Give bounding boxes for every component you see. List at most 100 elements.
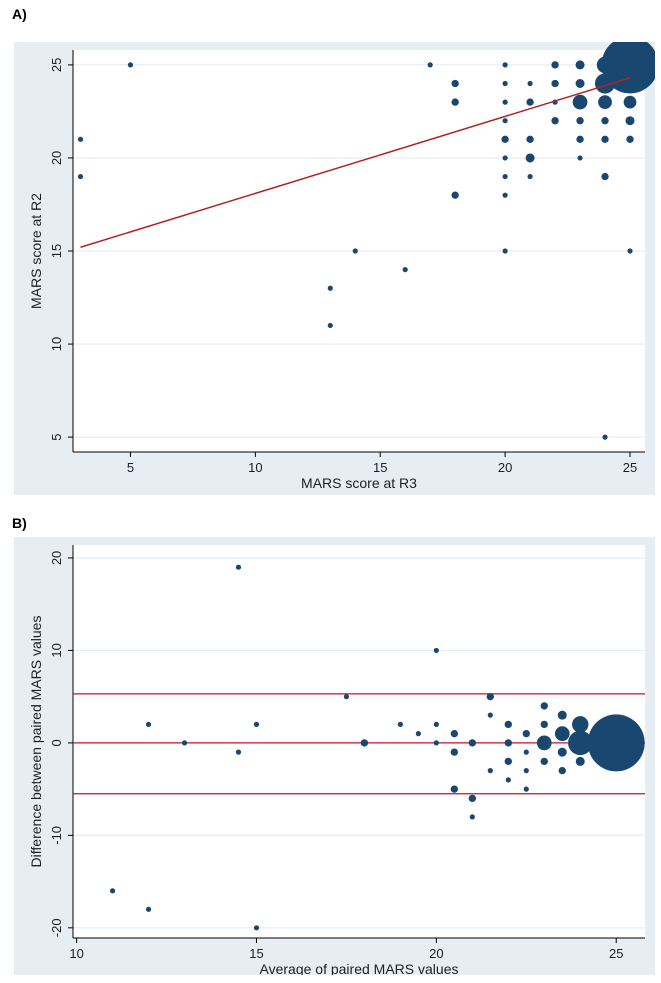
data-point bbox=[360, 739, 369, 747]
data-point bbox=[433, 647, 439, 654]
data-point bbox=[468, 794, 476, 803]
data-point bbox=[397, 721, 403, 727]
y-tick-label: 0 bbox=[49, 739, 64, 746]
data-point bbox=[576, 117, 584, 125]
data-point bbox=[253, 721, 260, 727]
data-point bbox=[598, 95, 612, 109]
data-point bbox=[551, 79, 559, 88]
data-point bbox=[557, 747, 567, 757]
y-tick-label: 20 bbox=[49, 151, 64, 165]
data-point bbox=[352, 248, 358, 254]
x-tick-label: 25 bbox=[623, 460, 637, 475]
data-point bbox=[501, 135, 509, 144]
data-point bbox=[145, 906, 152, 912]
data-point bbox=[523, 749, 529, 755]
data-point bbox=[523, 786, 529, 792]
data-point bbox=[502, 80, 508, 87]
data-point bbox=[487, 712, 493, 718]
y-axis-title: MARS score at R2 bbox=[28, 193, 44, 309]
data-point bbox=[505, 777, 511, 783]
data-point bbox=[487, 768, 493, 774]
x-tick-label: 15 bbox=[373, 460, 387, 475]
data-point bbox=[109, 888, 116, 894]
x-tick-label: 10 bbox=[69, 946, 83, 961]
y-tick-label: 5 bbox=[49, 433, 64, 440]
data-point bbox=[551, 117, 559, 125]
data-point bbox=[433, 740, 439, 746]
data-point bbox=[527, 80, 533, 87]
plot-area bbox=[73, 545, 645, 938]
data-point bbox=[450, 748, 459, 756]
data-point bbox=[625, 116, 635, 126]
x-tick-label: 25 bbox=[609, 946, 623, 961]
data-point bbox=[433, 721, 439, 727]
data-point bbox=[572, 716, 589, 733]
data-point bbox=[77, 136, 84, 142]
data-point bbox=[77, 173, 84, 180]
data-point bbox=[502, 173, 508, 180]
data-point bbox=[415, 731, 421, 737]
data-point bbox=[502, 118, 508, 124]
data-point bbox=[504, 720, 512, 729]
data-point bbox=[502, 62, 508, 68]
bland-altman-plot-b: 10 15 20 25 -20 -10 0 10 20 Average of paired MAR… bbox=[14, 537, 655, 975]
data-point bbox=[504, 739, 512, 747]
data-point bbox=[526, 98, 534, 106]
data-point bbox=[575, 78, 585, 89]
x-axis-title: MARS score at R3 bbox=[301, 475, 417, 491]
data-point bbox=[540, 757, 548, 766]
data-point bbox=[576, 135, 584, 144]
data-point bbox=[502, 248, 508, 254]
data-point bbox=[343, 694, 350, 700]
panel-a-label: A) bbox=[12, 6, 27, 22]
data-point bbox=[450, 785, 459, 793]
data-point bbox=[577, 155, 583, 161]
data-point bbox=[575, 756, 585, 766]
panel-b-label: B) bbox=[12, 515, 27, 531]
x-tick-label: 15 bbox=[249, 946, 263, 961]
data-point bbox=[181, 740, 188, 746]
data-point bbox=[468, 739, 476, 747]
x-tick-label: 20 bbox=[498, 460, 512, 475]
x-tick-label: 10 bbox=[248, 460, 262, 475]
data-point bbox=[587, 714, 645, 772]
data-point bbox=[575, 60, 585, 70]
x-axis-title: Average of paired MARS values bbox=[260, 961, 459, 975]
y-tick-label: 10 bbox=[49, 643, 64, 657]
data-point bbox=[602, 434, 608, 440]
data-point bbox=[522, 729, 530, 738]
data-point bbox=[235, 749, 242, 755]
data-point bbox=[558, 766, 566, 775]
data-point bbox=[327, 322, 333, 329]
y-tick-label: -20 bbox=[49, 918, 64, 937]
data-point bbox=[502, 192, 508, 198]
scatter-plot-a: 5 10 15 20 25 5 10 15 20 25 MARS score at R3 MARS s… bbox=[14, 42, 655, 495]
data-point bbox=[469, 814, 475, 820]
data-point bbox=[568, 730, 593, 756]
data-point bbox=[623, 95, 637, 109]
fit-line bbox=[80, 77, 631, 248]
data-point bbox=[627, 248, 633, 254]
data-point bbox=[572, 94, 588, 110]
scatter-plot-a-svg: 5 10 15 20 25 5 10 15 20 25 MARS score at R3 MARS s… bbox=[28, 42, 655, 491]
data-point bbox=[523, 768, 529, 774]
data-point bbox=[253, 925, 260, 931]
data-point bbox=[601, 117, 609, 125]
data-point bbox=[557, 710, 567, 720]
data-point bbox=[504, 757, 512, 766]
data-point bbox=[554, 726, 570, 741]
data-point bbox=[626, 135, 634, 144]
y-tick-label: -10 bbox=[49, 826, 64, 845]
data-point bbox=[540, 702, 548, 710]
y-tick-label: 15 bbox=[49, 244, 64, 258]
x-tick-label: 5 bbox=[127, 460, 134, 475]
data-point bbox=[327, 285, 333, 291]
data-point bbox=[451, 191, 459, 199]
data-point bbox=[536, 735, 552, 751]
data-point bbox=[502, 155, 508, 161]
data-point bbox=[601, 42, 655, 94]
data-point bbox=[145, 721, 152, 727]
data-point bbox=[502, 99, 508, 105]
data-point bbox=[601, 172, 609, 181]
data-point bbox=[525, 153, 535, 163]
